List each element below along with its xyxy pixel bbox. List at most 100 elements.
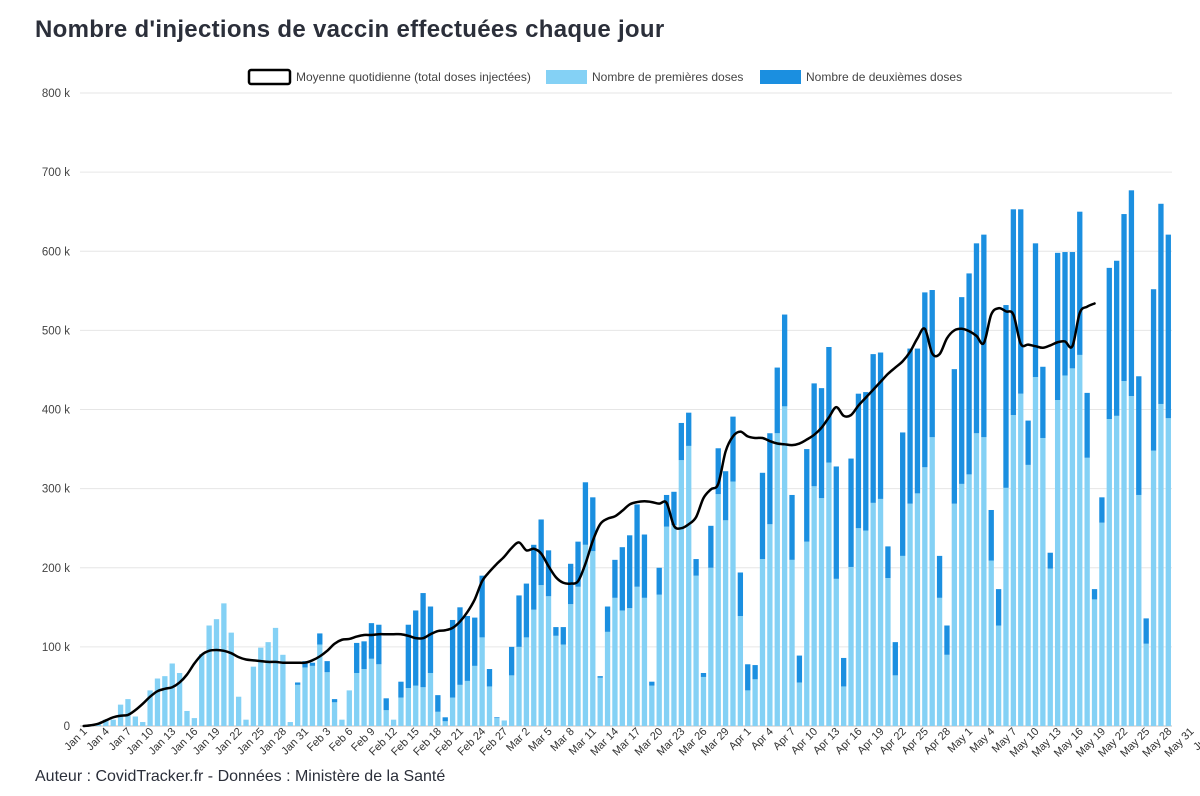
legend-label-second-doses[interactable]: Nombre de deuxièmes doses xyxy=(806,70,962,84)
bar-first-dose[interactable] xyxy=(781,406,788,726)
bar-first-dose[interactable] xyxy=(132,716,138,727)
bar-first-dose[interactable] xyxy=(560,644,566,727)
bar-second-dose[interactable] xyxy=(354,642,360,673)
bar-second-dose[interactable] xyxy=(663,494,670,527)
bar-first-dose[interactable] xyxy=(892,675,898,726)
bar-second-dose[interactable] xyxy=(686,412,692,446)
bar-first-dose[interactable] xyxy=(147,690,153,726)
bar-second-dose[interactable] xyxy=(1018,209,1024,394)
bar-second-dose[interactable] xyxy=(1128,190,1135,397)
bar-first-dose[interactable] xyxy=(486,686,493,726)
bar-first-dose[interactable] xyxy=(663,526,670,726)
bar-first-dose[interactable] xyxy=(914,493,921,726)
bar-first-dose[interactable] xyxy=(442,721,448,726)
bar-second-dose[interactable] xyxy=(442,717,448,722)
bar-first-dose[interactable] xyxy=(951,503,957,726)
bar-first-dose[interactable] xyxy=(427,672,434,726)
legend-label-average[interactable]: Moyenne quotidienne (total doses injecté… xyxy=(296,70,531,84)
bar-first-dose[interactable] xyxy=(863,530,869,726)
bar-second-dose[interactable] xyxy=(804,449,810,542)
bar-first-dose[interactable] xyxy=(538,585,544,726)
bar-first-dose[interactable] xyxy=(354,672,360,726)
bar-second-dose[interactable] xyxy=(818,388,825,499)
bar-first-dose[interactable] xyxy=(1077,354,1083,726)
bar-first-dose[interactable] xyxy=(213,619,220,726)
bar-first-dose[interactable] xyxy=(737,616,744,726)
bar-second-dose[interactable] xyxy=(693,559,699,576)
bar-first-dose[interactable] xyxy=(280,654,286,726)
bar-second-dose[interactable] xyxy=(302,661,308,668)
bar-first-dose[interactable] xyxy=(1069,368,1076,726)
bar-second-dose[interactable] xyxy=(523,583,530,638)
bar-first-dose[interactable] xyxy=(641,597,648,726)
bar-first-dose[interactable] xyxy=(339,719,345,726)
bar-second-dose[interactable] xyxy=(1136,376,1142,495)
bar-first-dose[interactable] xyxy=(973,433,980,726)
bar-second-dose[interactable] xyxy=(730,416,736,482)
bar-first-dose[interactable] xyxy=(479,637,485,726)
bar-first-dose[interactable] xyxy=(907,503,913,726)
bar-second-dose[interactable] xyxy=(427,606,434,673)
bar-first-dose[interactable] xyxy=(1040,437,1046,726)
bar-second-dose[interactable] xyxy=(715,448,721,495)
bar-second-dose[interactable] xyxy=(545,550,552,597)
bar-second-dose[interactable] xyxy=(331,699,338,703)
bar-first-dose[interactable] xyxy=(686,445,692,726)
bar-second-dose[interactable] xyxy=(376,624,382,665)
bar-first-dose[interactable] xyxy=(619,610,625,726)
bar-first-dose[interactable] xyxy=(176,672,183,726)
bar-second-dose[interactable] xyxy=(464,616,471,681)
bar-second-dose[interactable] xyxy=(752,665,758,680)
bar-first-dose[interactable] xyxy=(531,609,537,726)
bar-first-dose[interactable] xyxy=(1018,393,1024,726)
bar-second-dose[interactable] xyxy=(700,672,707,677)
bar-second-dose[interactable] xyxy=(900,432,906,556)
bar-first-dose[interactable] xyxy=(435,711,441,726)
bar-second-dose[interactable] xyxy=(922,292,928,468)
bar-first-dose[interactable] xyxy=(671,525,677,726)
bar-first-dose[interactable] xyxy=(826,462,832,726)
bar-first-dose[interactable] xyxy=(774,433,780,726)
bar-second-dose[interactable] xyxy=(863,392,869,531)
bar-second-dose[interactable] xyxy=(959,297,965,484)
bar-first-dose[interactable] xyxy=(870,502,876,726)
bar-first-dose[interactable] xyxy=(317,644,323,727)
bar-second-dose[interactable] xyxy=(671,491,677,526)
bar-first-dose[interactable] xyxy=(295,684,301,726)
bar-first-dose[interactable] xyxy=(523,637,530,726)
bar-second-dose[interactable] xyxy=(951,369,957,504)
bar-second-dose[interactable] xyxy=(1047,552,1053,569)
bar-first-dose[interactable] xyxy=(833,578,839,726)
bar-second-dose[interactable] xyxy=(892,642,898,676)
bar-first-dose[interactable] xyxy=(221,603,227,726)
bar-second-dose[interactable] xyxy=(1077,211,1083,355)
bar-first-dose[interactable] xyxy=(848,566,854,726)
bar-first-dose[interactable] xyxy=(457,684,463,726)
bar-second-dose[interactable] xyxy=(508,646,515,676)
bar-first-dose[interactable] xyxy=(922,467,928,726)
bar-first-dose[interactable] xyxy=(590,551,596,726)
bar-second-dose[interactable] xyxy=(590,497,596,552)
bar-first-dose[interactable] xyxy=(1054,400,1061,726)
bar-first-dose[interactable] xyxy=(206,625,212,726)
bar-second-dose[interactable] xyxy=(988,509,994,561)
bar-first-dose[interactable] xyxy=(900,555,906,726)
bar-first-dose[interactable] xyxy=(722,520,729,726)
bar-second-dose[interactable] xyxy=(1099,497,1105,523)
bar-second-dose[interactable] xyxy=(634,504,640,587)
bar-second-dose[interactable] xyxy=(582,482,589,545)
bar-second-dose[interactable] xyxy=(796,655,803,683)
bar-second-dose[interactable] xyxy=(995,589,1002,626)
bar-first-dose[interactable] xyxy=(715,494,721,726)
bar-second-dose[interactable] xyxy=(1106,267,1112,419)
bar-first-dose[interactable] xyxy=(464,680,471,726)
bar-first-dose[interactable] xyxy=(649,685,655,726)
bar-second-dose[interactable] xyxy=(1165,234,1171,419)
bar-second-dose[interactable] xyxy=(597,676,603,678)
bar-second-dose[interactable] xyxy=(907,348,913,504)
bar-first-dose[interactable] xyxy=(841,686,847,726)
bar-second-dose[interactable] xyxy=(413,610,419,686)
bar-first-dose[interactable] xyxy=(752,679,758,726)
bar-second-dose[interactable] xyxy=(641,534,648,598)
bar-first-dose[interactable] xyxy=(796,682,803,726)
